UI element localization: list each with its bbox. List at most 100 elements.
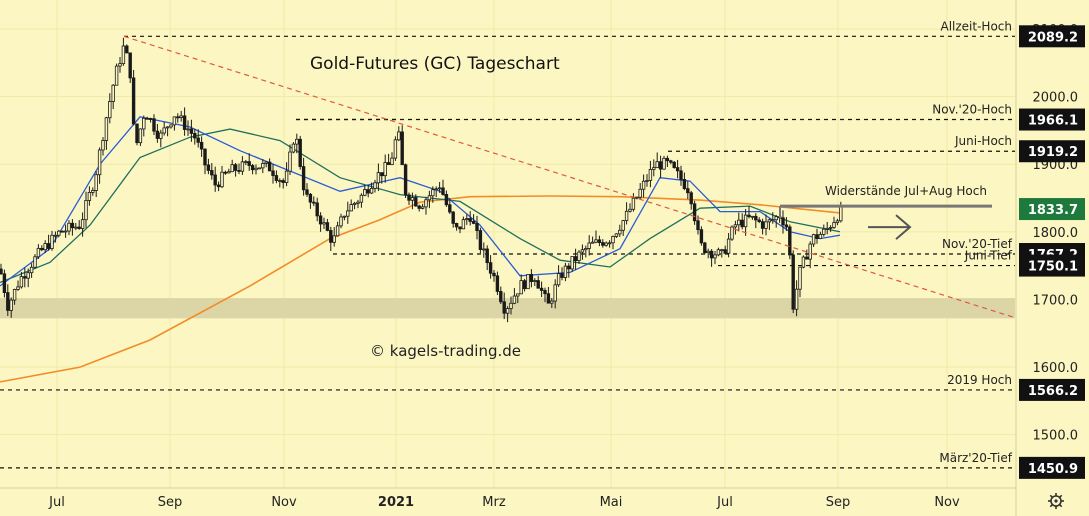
candle-body [611, 236, 615, 244]
candle-body [417, 205, 421, 209]
candle-body [46, 243, 51, 249]
candle-body [798, 266, 802, 290]
level-label: Nov.'20-Tief [942, 237, 1013, 251]
candle-body [148, 118, 153, 120]
candle-body [213, 174, 217, 186]
candle-body [414, 197, 418, 207]
candle-body [80, 219, 85, 229]
candle-body [431, 189, 435, 197]
candle-body [434, 188, 438, 191]
candle-body [386, 162, 391, 166]
candle-body [182, 115, 187, 130]
candle-body [784, 224, 789, 228]
candle-body [131, 77, 136, 125]
candle-body [91, 190, 95, 193]
price-tag [1019, 456, 1085, 479]
candle-body [67, 222, 71, 232]
candle-body [563, 265, 568, 278]
arrow-head [895, 214, 912, 240]
candle-body [832, 222, 836, 228]
candle-body [33, 256, 37, 268]
candle-body [427, 195, 432, 201]
candle-body [237, 170, 241, 172]
watermark: © kagels-trading.de [370, 342, 521, 360]
candlesticks [0, 37, 843, 323]
candle-body [437, 187, 442, 190]
candle-body [475, 223, 479, 231]
candle-body [335, 225, 340, 237]
candle-body [607, 242, 612, 245]
candle-body [495, 275, 500, 292]
candle-body [669, 160, 673, 163]
candle-body [356, 201, 360, 204]
candle-body [461, 219, 466, 230]
candle-body [720, 249, 724, 252]
price-tag [1019, 254, 1085, 277]
candle-body [597, 239, 602, 243]
candle-body [502, 301, 506, 314]
candle-body [352, 202, 357, 205]
candle-body [791, 254, 795, 310]
candle-body [665, 157, 670, 162]
x-tick-label: Mai [600, 495, 623, 510]
candle-body [244, 161, 248, 164]
candle-body [233, 164, 238, 171]
candle-body [288, 151, 292, 172]
x-tick-label: Jul [716, 495, 733, 510]
candle-body [172, 116, 177, 126]
candle-body [94, 174, 98, 191]
candle-body [135, 123, 139, 144]
ma20-line [0, 116, 841, 287]
candle-body [57, 230, 61, 236]
candle-body [0, 268, 3, 275]
candle-body [16, 286, 20, 290]
price-tag-label: 1919.2 [1028, 145, 1078, 160]
candle-body [767, 219, 772, 223]
candle-body [114, 65, 119, 86]
candle-body [590, 241, 595, 244]
price-tag-label: 2089.2 [1028, 30, 1078, 45]
x-tick-label: 2021 [378, 495, 414, 510]
candle-body [835, 220, 840, 224]
candle-body [550, 300, 554, 304]
candle-body [764, 221, 768, 229]
candle-body [594, 239, 598, 243]
candle-body [499, 291, 503, 303]
candle-body [60, 230, 64, 233]
candle-body [206, 164, 211, 171]
candle-body [553, 284, 557, 302]
candle-body [512, 295, 517, 304]
candle-body [393, 139, 398, 159]
candle-body [74, 226, 78, 229]
candle-body [70, 222, 75, 229]
candle-body [546, 293, 551, 304]
y-tick-label: 1700.0 [1033, 293, 1079, 308]
gear-icon[interactable] [1048, 493, 1064, 509]
level-label: Allzeit-Hoch [941, 19, 1013, 33]
candle-body [121, 45, 126, 65]
candle-body [730, 226, 734, 240]
candle-body [390, 157, 394, 166]
candle-body [295, 138, 299, 145]
annotations: Widerstände Jul+Aug Hoch [123, 35, 1016, 319]
candle-body [522, 280, 527, 290]
candle-body [315, 202, 319, 217]
candle-body [349, 204, 353, 212]
candle-body [451, 211, 455, 224]
level-label: Juni-Hoch [954, 134, 1012, 148]
candle-body [760, 221, 765, 229]
candle-body [424, 199, 428, 208]
candle-body [808, 243, 812, 260]
candle-body [346, 210, 350, 217]
candle-body [601, 242, 605, 246]
candle-body [488, 262, 493, 274]
candle-body [672, 161, 676, 168]
candle-body [397, 131, 401, 141]
candle-body [169, 124, 173, 128]
candle-body [839, 205, 843, 222]
candle-body [733, 224, 738, 228]
candle-body [165, 126, 170, 129]
candle-body [40, 247, 44, 251]
candle-body [556, 273, 561, 286]
candle-body [410, 197, 415, 201]
